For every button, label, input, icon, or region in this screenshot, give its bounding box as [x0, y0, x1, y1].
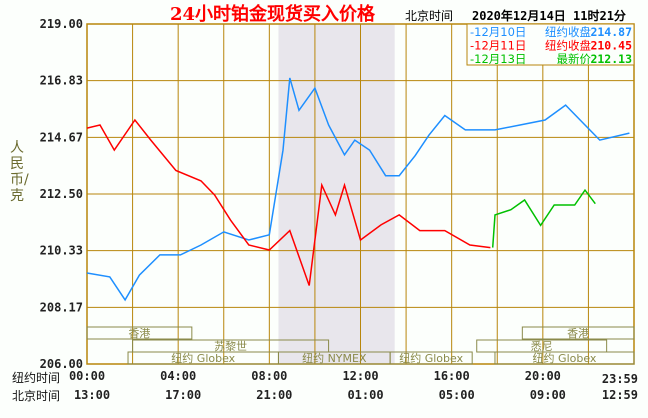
x-row-label: 北京时间 [12, 389, 60, 403]
y-tick-label: 219.00 [40, 17, 83, 31]
x-tick-ny: 00:00 [69, 369, 105, 383]
market-label: 纽约 Globex [399, 351, 463, 365]
legend-value: 214.87 [590, 25, 632, 39]
market-band [389, 351, 473, 365]
market-band [521, 326, 635, 340]
legend-label: 纽约收盘 [545, 25, 591, 39]
y-tick-label: 208.17 [40, 300, 83, 314]
market-label: 纽约 Globex [533, 351, 597, 365]
x-tick-ny: 04:00 [160, 369, 196, 383]
legend-date: -12月10日 [470, 25, 526, 39]
series-line [86, 77, 630, 302]
x-tick-bj: 09:00 [530, 388, 566, 402]
y-axis-label: 人民币/克 [10, 140, 29, 204]
chart-title: 24小时铂金现货买入价格 [170, 4, 376, 25]
legend-date: -12月11日 [470, 39, 526, 53]
timestamp-label: 北京时间 [405, 9, 454, 23]
market-label: 纽约 Globex [171, 351, 235, 365]
x-tick-ny: 20:00 [525, 369, 561, 383]
legend-value: 212.13 [590, 52, 632, 66]
x-tick-bj: 21:00 [256, 388, 292, 402]
market-band [86, 326, 193, 340]
y-tick-label: 214.67 [40, 130, 83, 144]
x-tick-bj: 05:00 [439, 388, 475, 402]
x-tick-bj: 17:00 [165, 388, 201, 402]
legend-box [466, 23, 635, 66]
legend-value: 210.45 [590, 39, 632, 53]
market-label: 纽约 NYMEX [302, 351, 367, 365]
market-label: 香港 [128, 327, 150, 340]
y-tick-label: 206.00 [40, 357, 83, 371]
x-tick-bj: 12:59 [602, 388, 638, 402]
market-label: 悉尼 [531, 340, 553, 353]
y-tick-label: 212.50 [40, 187, 83, 201]
y-tick-label: 210.33 [40, 244, 83, 258]
x-tick-ny: 08:00 [251, 369, 287, 383]
series-line [491, 188, 596, 248]
x-row-label: 纽约时间 [12, 370, 60, 385]
x-tick-ny: 12:00 [342, 369, 378, 383]
legend-label: 纽约收盘 [545, 39, 591, 53]
x-tick-ny: 16:00 [434, 369, 470, 383]
market-band [494, 351, 635, 365]
legend-date: -12月13日 [470, 52, 526, 66]
timestamp: 2020年12月14日 11时21分 [472, 9, 626, 23]
market-label: 苏黎世 [214, 339, 247, 353]
legend-label: 最新价 [557, 52, 592, 66]
market-label: 香港 [567, 327, 589, 340]
x-tick-bj: 01:00 [347, 388, 383, 402]
y-tick-label: 216.83 [40, 74, 83, 88]
x-tick-bj: 13:00 [74, 388, 110, 402]
x-tick-ny: 23:59 [602, 372, 638, 386]
series-line [86, 118, 491, 286]
